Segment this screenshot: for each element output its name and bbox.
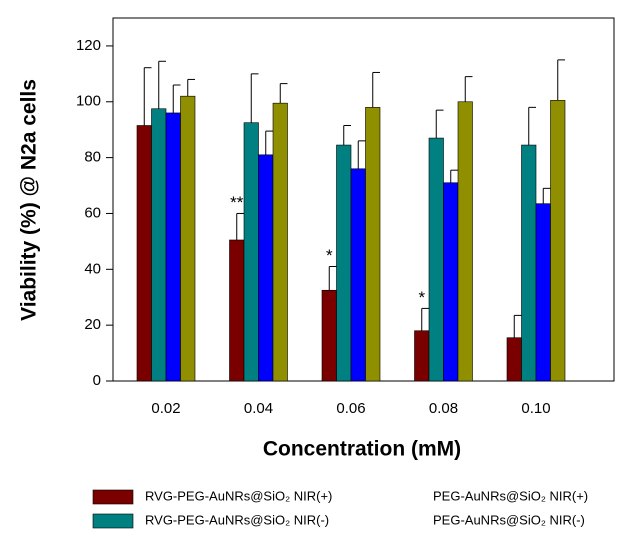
error-bar bbox=[328, 266, 337, 291]
error-bar bbox=[187, 78, 195, 97]
error-bar bbox=[513, 314, 522, 338]
y-tick-label: 0 bbox=[93, 372, 101, 389]
error-bar bbox=[172, 84, 181, 113]
legend-label: RVG-PEG-AuNRs@SiO₂ NIR(+) bbox=[145, 488, 332, 503]
bar bbox=[521, 144, 537, 382]
significance-label: * bbox=[418, 288, 425, 307]
bar bbox=[165, 112, 181, 382]
bar bbox=[350, 168, 366, 382]
bar bbox=[428, 137, 444, 382]
error-bar bbox=[372, 71, 380, 108]
error-bar bbox=[557, 59, 565, 101]
legend-label: PEG-AuNRs@SiO₂ NIR(-) bbox=[433, 512, 585, 527]
error-bar bbox=[158, 60, 166, 109]
bar bbox=[457, 101, 473, 382]
significance-label: ** bbox=[230, 193, 244, 212]
error-bar bbox=[528, 106, 536, 146]
y-tick-label: 80 bbox=[84, 149, 101, 166]
y-tick-label: 120 bbox=[76, 37, 101, 54]
y-tick-label: 100 bbox=[76, 93, 101, 110]
y-tick-label: 60 bbox=[84, 204, 101, 221]
legend-swatch bbox=[92, 489, 134, 505]
error-bar bbox=[143, 67, 152, 126]
bar bbox=[229, 239, 245, 382]
bar bbox=[414, 330, 430, 382]
x-tick-label: 0.06 bbox=[336, 400, 365, 417]
legend-label: PEG-AuNRs@SiO₂ NIR(+) bbox=[433, 488, 588, 503]
bar bbox=[321, 289, 337, 382]
x-tick-label: 0.02 bbox=[151, 400, 180, 417]
y-tick-label: 40 bbox=[84, 260, 101, 277]
error-bar bbox=[250, 73, 259, 123]
bar bbox=[258, 154, 274, 382]
error-bar bbox=[236, 212, 244, 240]
bar bbox=[365, 107, 381, 382]
error-bar bbox=[357, 140, 366, 169]
x-tick-label: 0.10 bbox=[521, 400, 550, 417]
error-bar bbox=[265, 130, 273, 155]
bar bbox=[136, 125, 152, 382]
error-bar bbox=[421, 307, 429, 331]
error-bar bbox=[279, 83, 288, 104]
bar bbox=[180, 95, 196, 382]
bar bbox=[535, 203, 551, 382]
bar bbox=[506, 337, 522, 382]
legend-label: RVG-PEG-AuNRs@SiO₂ NIR(-) bbox=[145, 512, 329, 527]
error-bar bbox=[450, 169, 458, 183]
x-axis-title: Concentration (mM) bbox=[263, 438, 461, 461]
error-bar bbox=[542, 187, 551, 204]
x-tick-label: 0.04 bbox=[244, 400, 273, 417]
y-axis-title: Viability (%) @ N2a cells bbox=[18, 79, 41, 321]
y-tick-label: 20 bbox=[84, 316, 101, 333]
significance-label: * bbox=[326, 246, 333, 265]
x-tick-label: 0.08 bbox=[429, 400, 458, 417]
error-bar bbox=[343, 125, 351, 146]
bar bbox=[272, 102, 288, 382]
error-bar bbox=[435, 109, 444, 139]
bar bbox=[243, 122, 259, 382]
legend-swatch bbox=[92, 513, 134, 529]
bar bbox=[336, 144, 352, 382]
error-bar bbox=[464, 76, 473, 102]
bar bbox=[151, 108, 167, 382]
bar bbox=[443, 182, 459, 382]
bar bbox=[550, 100, 566, 382]
